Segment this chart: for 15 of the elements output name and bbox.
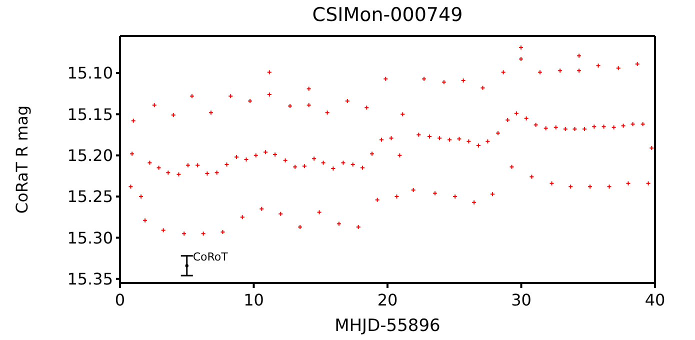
annotation: CoRoT [192, 250, 228, 264]
x-tick-label: 0 [114, 290, 126, 310]
chart-title: CSIMon-000749 [311, 4, 464, 26]
x-tick-label: 20 [377, 290, 398, 310]
y-tick-label: 15.30 [67, 228, 113, 248]
x-tick-label: 30 [511, 290, 532, 310]
y-tick-label: 15.20 [67, 146, 113, 166]
x-tick-label: 10 [244, 290, 264, 310]
y-axis-title: CoRaT R mag [12, 105, 32, 214]
x-axis-title: MHJD-55896 [334, 316, 440, 336]
y-tick-label: 15.25 [67, 187, 113, 206]
y-tick-label: 15.10 [67, 64, 113, 83]
x-tick-label: 40 [644, 290, 666, 310]
y-tick-label: 15.35 [67, 270, 113, 289]
y-tick-label: 15.15 [67, 104, 113, 124]
